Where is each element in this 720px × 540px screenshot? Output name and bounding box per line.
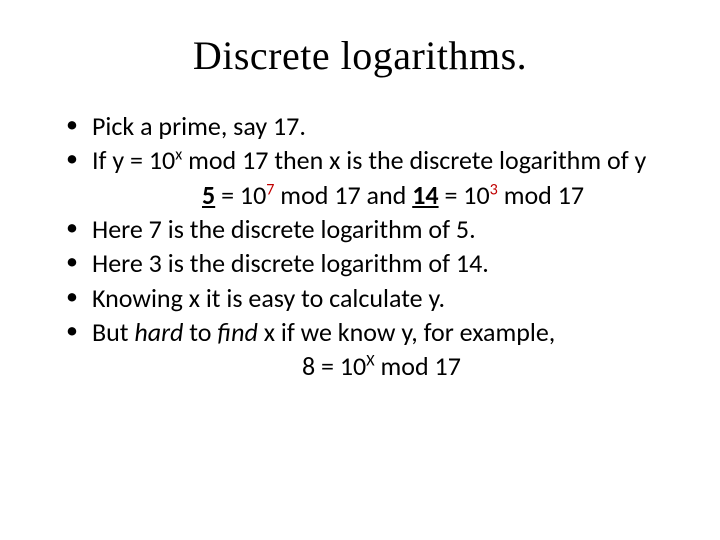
bullet-text: Knowing x it is easy to calculate y.: [92, 282, 445, 314]
slide: Discrete logarithms. Pick a prime, say 1…: [0, 0, 720, 540]
slide-title: Discrete logarithms.: [56, 32, 664, 79]
bullet-item-6: But hard to find x if we know y, for exa…: [62, 315, 664, 384]
bullet-item-2: If y = 10x mod 17 then x is the discrete…: [62, 143, 664, 212]
bullet-list: Pick a prime, say 17. If y = 10x mod 17 …: [56, 109, 664, 384]
bullet-item-3: Here 7 is the discrete logarithm of 5.: [62, 212, 664, 246]
hard-italic: hard: [134, 316, 183, 348]
eq: 8 = 10: [302, 350, 366, 382]
bullet-text: Here 3 is the discrete logarithm of 14.: [92, 247, 489, 279]
eq2: = 10: [439, 179, 490, 211]
bullet-item-4: Here 3 is the discrete logarithm of 14.: [62, 246, 664, 280]
eq1: = 10: [215, 179, 266, 211]
bullet-item-5: Knowing x it is easy to calculate y.: [62, 281, 664, 315]
rest: x if we know y, for example,: [258, 316, 555, 348]
bullet-item-1: Pick a prime, say 17.: [62, 109, 664, 143]
mod: mod 17: [375, 350, 461, 382]
fourteen-bold: 14: [412, 179, 438, 211]
mid: mod 17 and: [274, 179, 412, 211]
end: mod 17: [498, 179, 584, 211]
to: to: [183, 316, 217, 348]
find-italic: find: [217, 316, 258, 348]
five-bold: 5: [202, 179, 215, 211]
power-3: 3: [490, 180, 498, 199]
bullet-text-post: mod 17 then x is the discrete logarithm …: [182, 144, 646, 176]
bullet-2-subline: 5 = 107 mod 17 and 14 = 103 mod 17: [92, 178, 664, 212]
but: But: [92, 316, 134, 348]
bullet-text-pre: If y = 10: [92, 144, 175, 176]
bullet-text: Here 7 is the discrete logarithm of 5.: [92, 213, 476, 245]
bullet-text: Pick a prime, say 17.: [92, 110, 306, 142]
power-x: X: [366, 352, 374, 371]
bullet-6-subline: 8 = 10X mod 17: [92, 349, 664, 383]
